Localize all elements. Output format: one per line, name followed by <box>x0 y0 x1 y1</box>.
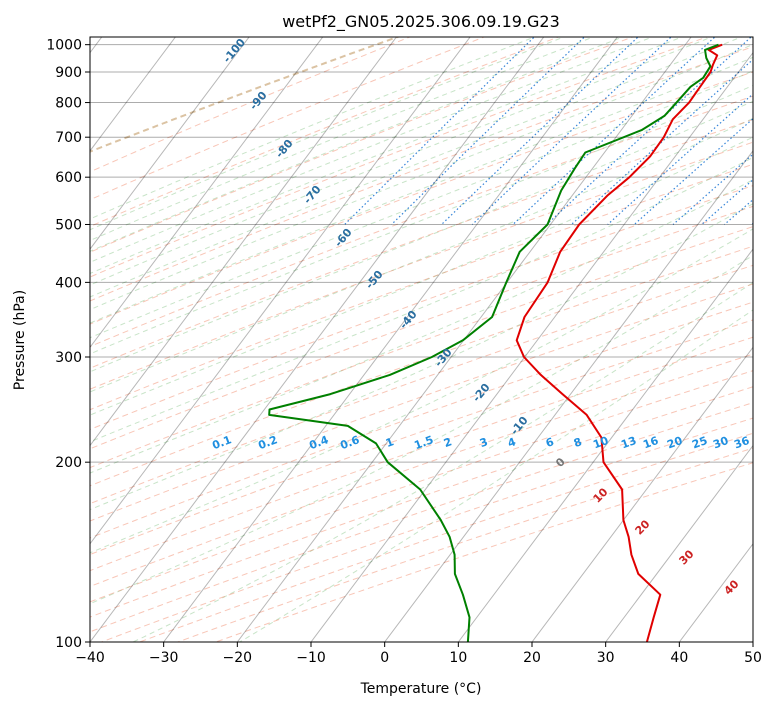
dry-adiabat-line <box>90 402 753 633</box>
chart-title: wetPf2_GN05.2025.306.09.19.G23 <box>282 12 560 32</box>
mixing-ratio-line <box>607 93 753 225</box>
pressure-gridlines <box>90 44 753 642</box>
mixing-ratio-label: 16 <box>641 434 660 452</box>
dry-adiabat-line <box>90 46 753 302</box>
moist-adiabat-line <box>90 37 625 252</box>
isotherm-line <box>163 37 619 642</box>
dry-adiabat-line <box>90 37 486 201</box>
isotherm-line <box>457 248 753 642</box>
dry-adiabat-line <box>90 370 753 603</box>
y-axis-label: Pressure (hPa) <box>12 290 28 390</box>
x-tick-label: −30 <box>149 650 179 666</box>
temperature-profile <box>515 43 723 642</box>
x-tick-label: 50 <box>744 650 762 666</box>
x-tick-label: 20 <box>523 650 541 666</box>
mixing-ratio-label: 20 <box>665 434 684 452</box>
moist-adiabat-line <box>90 37 566 231</box>
moist-adiabat-line <box>90 136 753 416</box>
moist-adiabat-line <box>90 37 536 220</box>
mixing-ratio-label: 0.1 <box>210 433 233 452</box>
x-tick-label: 30 <box>597 650 615 666</box>
moist-adiabat-line <box>90 117 753 393</box>
mixing-ratio-label: 0.6 <box>338 433 361 452</box>
moist-adiabat-line <box>90 100 753 373</box>
x-tick-label: −40 <box>75 650 105 666</box>
mixing-ratio-label: 13 <box>619 434 638 451</box>
y-tick-label: 100 <box>55 635 82 651</box>
y-tick-label: 500 <box>55 217 82 233</box>
isotherms <box>90 37 753 642</box>
dry-adiabat-line <box>90 37 412 173</box>
isotherm-line <box>90 37 250 250</box>
mixing-ratio-line <box>344 37 536 225</box>
dry-adiabat-line <box>90 118 753 369</box>
mixing-ratio-label: 0.4 <box>307 433 330 452</box>
mixing-ratio-line <box>571 58 753 225</box>
moist-adiabats <box>90 37 753 642</box>
mixing-ratio-lines <box>344 37 753 225</box>
dry-adiabat-line <box>101 417 753 642</box>
x-tick-label: −10 <box>296 650 326 666</box>
isotherm-line <box>384 150 753 642</box>
mixing-ratio-label: 6 <box>544 435 556 450</box>
dry-adiabat-line <box>90 37 709 278</box>
x-tick-label: −20 <box>223 650 253 666</box>
x-tick-label: 0 <box>380 650 389 666</box>
isotherm-line <box>310 51 753 642</box>
isotherm-line <box>90 37 471 545</box>
moist-adiabat-line <box>90 179 753 474</box>
y-tick-label: 900 <box>55 65 82 81</box>
y-tick-label: 400 <box>55 275 82 291</box>
dry-adiabat-line <box>215 462 753 642</box>
y-tick-label: 200 <box>55 455 82 471</box>
y-axis-ticks: 100 200 300 400 500 600 700 800 900 1000 <box>46 38 90 651</box>
y-tick-label: 600 <box>55 170 82 186</box>
sounding-profiles <box>268 43 723 642</box>
y-tick-label: 800 <box>55 96 82 112</box>
x-axis-label: Temperature (°C) <box>360 681 482 697</box>
mixing-ratio-label: 10 <box>591 434 610 452</box>
dry-adiabat-line <box>139 432 753 642</box>
isotherm-line <box>90 37 545 642</box>
mixing-ratio-label: 30 <box>711 434 730 452</box>
isotherm-line <box>605 444 753 642</box>
mixing-ratio-label: 4 <box>506 435 518 450</box>
x-axis-ticks: −40 −30 −20 −10 0 10 20 30 40 50 <box>75 642 762 666</box>
mixing-ratio-label: 2 <box>442 435 454 450</box>
isotherm-line <box>90 37 177 152</box>
plot-frame <box>89 36 754 643</box>
isotherm-line <box>90 37 398 447</box>
moist-adiabat-line <box>90 56 753 324</box>
mixing-ratio-label: 1.5 <box>412 433 435 452</box>
dry-adiabat-line <box>177 447 753 642</box>
mixing-ratio-line <box>471 37 672 225</box>
x-tick-label: 10 <box>449 650 467 666</box>
mixing-ratio-label: 1 <box>384 435 396 450</box>
dewpoint-profile <box>268 43 719 642</box>
moist-adiabat-line <box>90 43 753 311</box>
isotherm-line <box>531 346 753 642</box>
y-tick-label: 700 <box>55 130 82 146</box>
mixing-ratio-line <box>672 153 753 225</box>
dry-adiabat-line <box>90 386 753 618</box>
mixing-ratio-line <box>441 37 639 225</box>
mixing-ratio-label: 25 <box>690 434 709 451</box>
moist-adiabat-line <box>90 37 654 263</box>
y-tick-label: 1000 <box>46 38 82 54</box>
mixing-ratio-label: 36 <box>732 434 751 452</box>
mixing-ratio-label: 3 <box>478 435 490 450</box>
mixing-ratio-label: 0.2 <box>256 433 279 452</box>
moist-adiabat-line <box>90 37 684 274</box>
reference-curve <box>90 37 401 153</box>
mixing-ratio-label: 8 <box>572 435 584 450</box>
y-tick-label: 300 <box>55 350 82 366</box>
isotherm-line <box>90 37 324 349</box>
x-tick-label: 40 <box>670 650 688 666</box>
dry-adiabats <box>90 37 753 642</box>
